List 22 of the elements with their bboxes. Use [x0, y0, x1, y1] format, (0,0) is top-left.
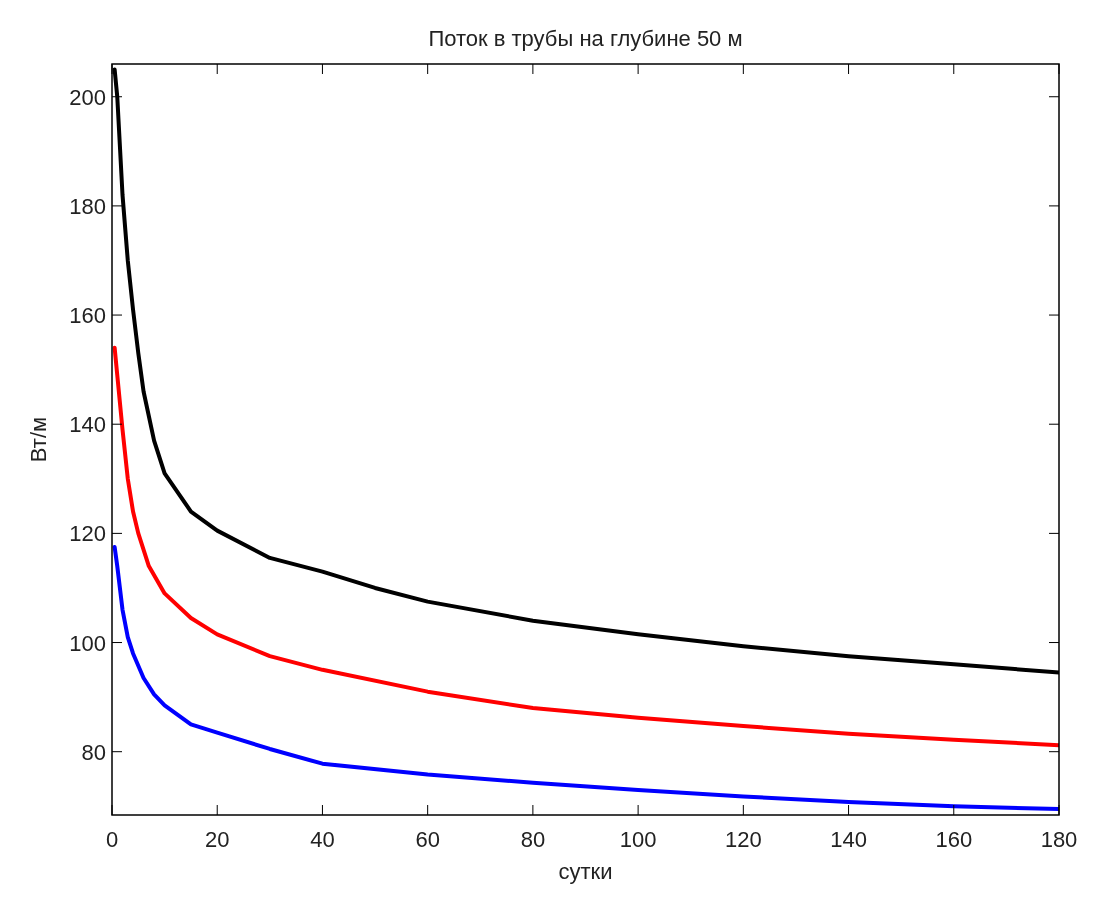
chart-title: Поток в трубы на глубине 50 м	[428, 26, 743, 51]
y-tick-label: 120	[69, 521, 106, 547]
x-tick-label: 80	[520, 827, 546, 852]
line-series	[112, 345, 1059, 748]
y-axis-title: Вт/м	[26, 416, 51, 463]
x-tick-label: 180	[1040, 827, 1078, 852]
x-tick-label: 40	[310, 827, 335, 852]
y-tick-label: 180	[69, 193, 106, 219]
y-tick-label: 140	[69, 412, 106, 438]
x-tick-label: 100	[619, 827, 657, 852]
x-tick-label: 60	[415, 827, 440, 852]
x-tick-label: 120	[724, 827, 762, 852]
x-tick-label: 140	[830, 827, 867, 852]
y-tick-label: 200	[69, 84, 106, 110]
x-tick-label: 160	[935, 827, 973, 852]
x-tick-label: 0	[105, 827, 119, 852]
x-axis-title: сутки	[558, 859, 613, 884]
line-series	[112, 545, 1059, 811]
x-tick-label: 20	[204, 827, 230, 852]
y-tick-label: 160	[69, 303, 106, 329]
y-tick-label: 100	[69, 630, 106, 656]
y-tick-label: 80	[81, 739, 106, 765]
